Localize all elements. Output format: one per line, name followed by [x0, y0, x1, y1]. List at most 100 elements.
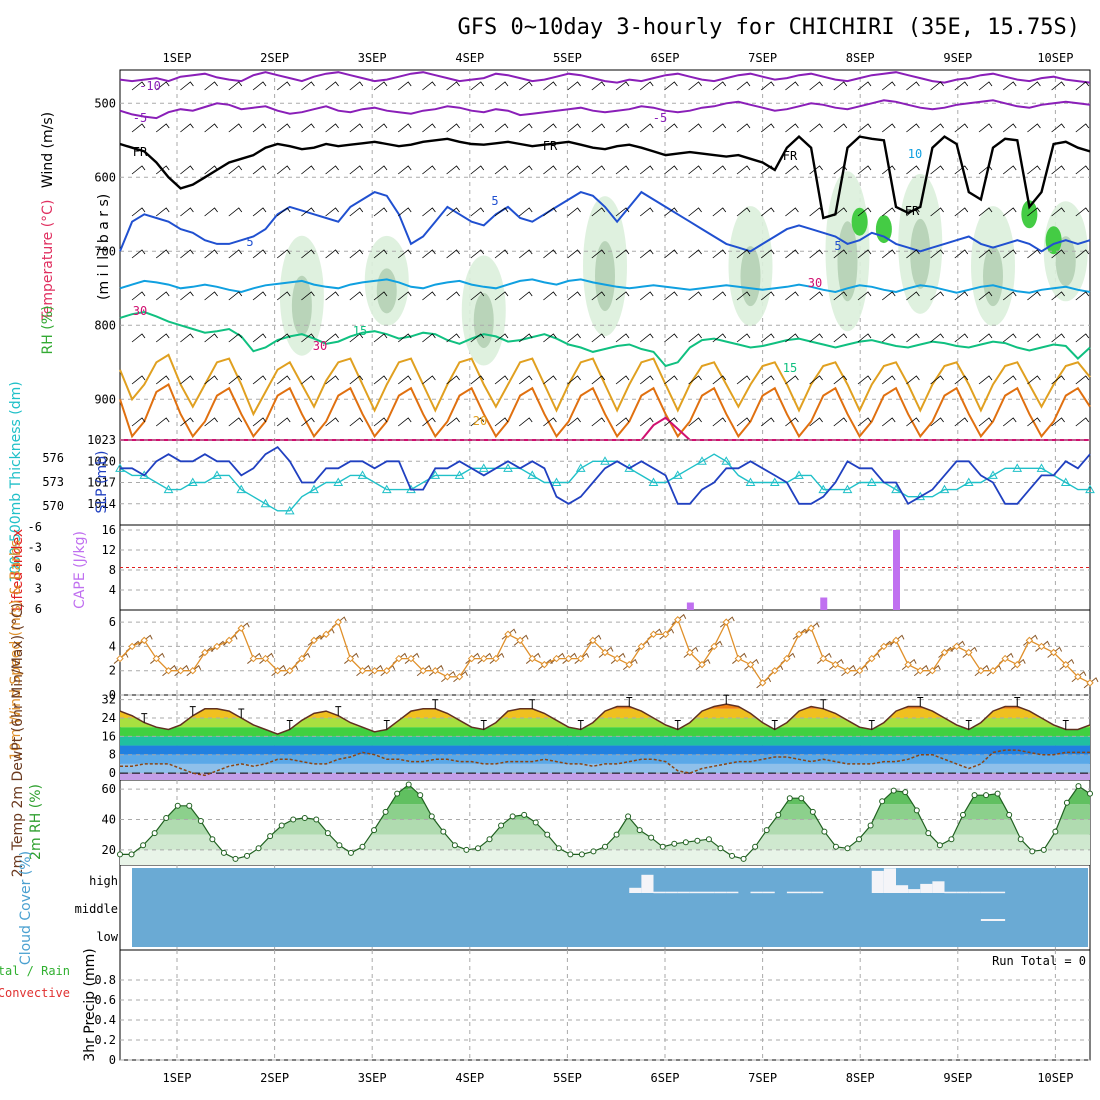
wind-barb	[131, 249, 146, 259]
wind-barb	[1075, 207, 1090, 217]
thickness-point	[236, 484, 247, 494]
wind-barb	[349, 417, 364, 427]
rh-point	[613, 831, 620, 838]
wind-barb	[131, 291, 146, 301]
li-tick-label: 0	[35, 561, 42, 575]
wind-barb	[664, 165, 678, 175]
rh-point	[1029, 848, 1036, 855]
minmax-whisker	[189, 706, 196, 716]
wind-barb	[276, 207, 291, 217]
minmax-whisker	[529, 699, 536, 709]
high-cloud-bar	[677, 891, 690, 894]
temp-band	[120, 745, 1090, 755]
minmax-whisker	[771, 719, 778, 730]
rh-point	[255, 845, 262, 852]
wind-barb	[857, 291, 872, 301]
wind-barb	[930, 291, 944, 301]
thickness-point	[697, 456, 707, 465]
li-tick-label: -3	[28, 541, 42, 555]
slp-tick-label: 1023	[87, 433, 116, 447]
wind-barb	[422, 291, 436, 301]
rh-point	[902, 789, 909, 796]
wind-barb	[349, 375, 364, 385]
rh-point	[1063, 799, 1070, 806]
wind-speed-point	[225, 636, 233, 645]
thickness-tick-label: 576	[42, 451, 64, 465]
wind-barb	[785, 333, 799, 343]
rh-point	[509, 813, 516, 820]
thickness-point	[1060, 477, 1071, 486]
wind-barb	[954, 333, 969, 343]
wind-barb	[906, 291, 920, 301]
wind-speed-point	[286, 667, 294, 675]
rh-point	[867, 822, 874, 829]
rh-point	[625, 813, 632, 820]
minmax-whisker	[480, 719, 487, 730]
wind-speed-point	[1013, 660, 1021, 669]
wind-barb	[494, 291, 509, 301]
wind-barb	[857, 333, 872, 343]
day-label-bottom: 3SEP	[358, 1071, 387, 1085]
wind-speed-point	[1037, 642, 1046, 651]
wind-barb	[833, 165, 848, 175]
rh-point	[278, 822, 285, 829]
contour-label: FR	[133, 145, 148, 159]
high-cloud-bar	[786, 891, 799, 894]
wind-barb	[833, 417, 848, 427]
wind-barb	[664, 291, 678, 301]
li-tick-label: 6	[35, 602, 42, 616]
wind-barb	[736, 291, 751, 301]
rh-point	[682, 839, 689, 846]
wind-barb	[155, 291, 170, 301]
rh-shade-dark	[473, 293, 494, 348]
wind-barb	[639, 417, 654, 427]
minmax-whisker	[432, 699, 439, 709]
rh-point	[636, 827, 643, 834]
panel-frame-precip	[119, 949, 1091, 1061]
wind-speed-point	[564, 654, 573, 663]
wind-barb	[204, 375, 218, 385]
high-cloud-bar	[896, 885, 909, 893]
wind-barb	[688, 123, 702, 133]
wind-barb	[978, 333, 993, 343]
wind-barb	[470, 375, 485, 385]
isotherm-20	[119, 353, 1091, 417]
wind-barb	[881, 207, 896, 217]
wind-barb	[349, 249, 364, 259]
contour-label: 5	[491, 194, 498, 208]
wind-barb	[518, 123, 533, 133]
high-cloud-bar	[762, 891, 775, 894]
temp-tick-label: 24	[102, 711, 116, 725]
wind-barb	[155, 81, 170, 91]
cloud-level-label: high	[89, 874, 118, 888]
wind-barb	[131, 165, 146, 175]
wind-barb	[881, 291, 896, 301]
wind-barb	[1075, 333, 1090, 343]
rh-point	[890, 787, 897, 794]
wind-speed-point	[649, 630, 658, 638]
high-cloud-bar	[641, 874, 654, 893]
wind-speed-point	[1025, 636, 1034, 645]
contour-label: 15	[353, 324, 367, 338]
wind-barb	[978, 291, 993, 301]
wind-barb	[252, 375, 267, 385]
rh-point	[567, 851, 574, 858]
wind-barb	[930, 375, 944, 385]
day-label-bottom: 6SEP	[651, 1071, 680, 1085]
wind-speed-point	[625, 660, 633, 669]
wind-barb	[470, 249, 485, 259]
wind-barb	[1002, 417, 1017, 427]
wind-barb	[494, 249, 509, 259]
wind-barb	[664, 123, 678, 133]
wind-speed-point	[152, 654, 161, 663]
rh-point	[729, 852, 736, 859]
rh-point	[209, 836, 216, 843]
wind-speed-point	[807, 624, 815, 632]
wind-speed-point	[407, 654, 415, 663]
wind-speed-point	[358, 667, 367, 675]
rh-point	[602, 843, 608, 850]
wind-barb	[591, 375, 606, 385]
wind-barb	[252, 333, 267, 343]
wind-barb	[736, 165, 751, 175]
wind-barb	[252, 249, 267, 259]
